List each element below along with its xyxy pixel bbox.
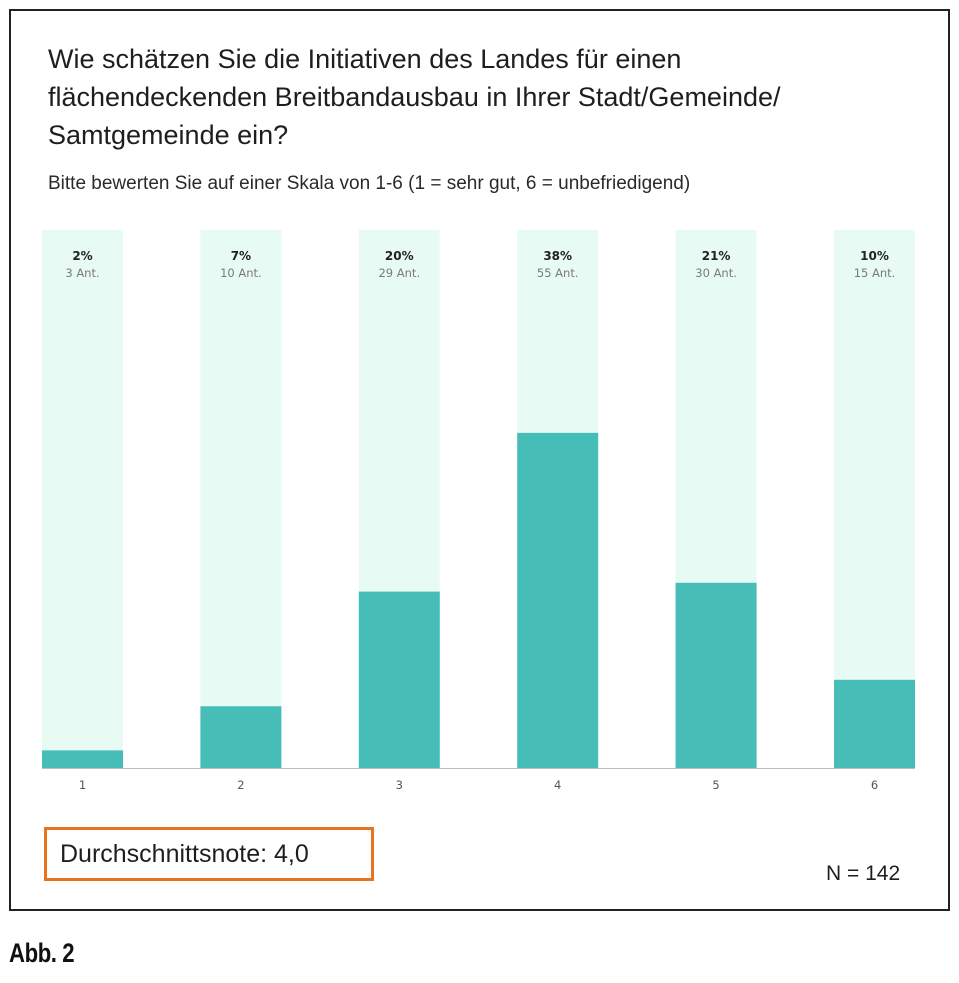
bar-4 [517,432,599,768]
count-label: 3 Ant. [65,266,99,280]
x-tick-label: 5 [712,778,719,792]
x-tick-label: 2 [237,778,244,792]
bar-5 [675,582,757,768]
average-grade-label: Durchschnittsnote: 4,0 [60,839,309,868]
percent-label: 21% [702,249,731,263]
x-tick-label: 6 [871,778,878,792]
x-tick-label: 1 [79,778,86,792]
bar-2 [200,706,282,768]
percent-label: 20% [385,249,414,263]
percent-label: 2% [72,249,92,263]
count-label: 10 Ant. [220,266,262,280]
percent-label: 38% [543,249,572,263]
figure-caption: Abb. 2 [9,938,75,968]
x-tick-label: 3 [396,778,403,792]
chart-title: Wie schätzen Sie die Initiativen des Lan… [48,44,781,150]
average-grade-box: Durchschnittsnote: 4,0 [44,827,374,881]
percent-label: 7% [231,249,251,263]
percent-label: 10% [860,249,889,263]
count-label: 30 Ant. [695,266,737,280]
count-label: 15 Ant. [854,266,896,280]
x-tick-label: 4 [554,778,561,792]
sample-size-label: N = 142 [826,862,901,885]
figure-frame [9,9,950,911]
bar-track [834,230,915,768]
chart-subtitle: Bitte bewerten Sie auf einer Skala von 1… [48,173,691,194]
bar-track [42,230,123,768]
bar-track [200,230,282,768]
bar-1 [42,750,123,768]
count-label: 29 Ant. [378,266,420,280]
bar-6 [834,679,915,768]
count-label: 55 Ant. [537,266,579,280]
bar-3 [358,591,440,768]
